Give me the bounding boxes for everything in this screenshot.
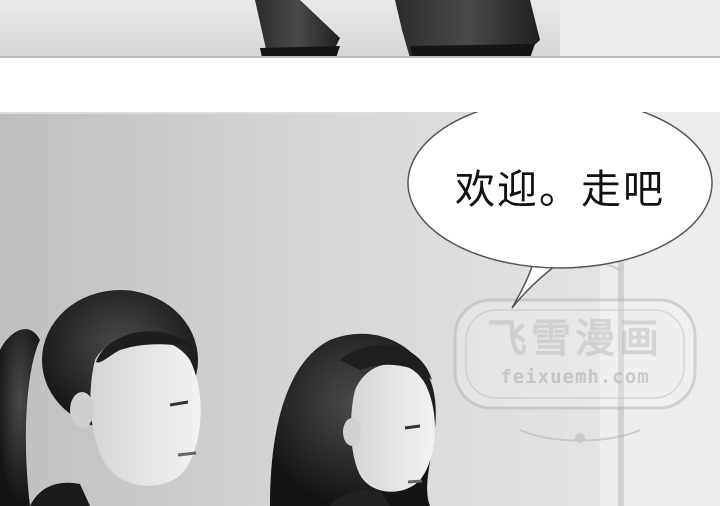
watermark-title: 飞雪漫画	[487, 316, 663, 362]
panel-border-top	[0, 112, 720, 114]
hair-front-right	[340, 344, 432, 380]
background-wall	[560, 0, 720, 58]
face-right	[350, 363, 435, 492]
ponytail	[0, 329, 40, 506]
collar-left	[30, 482, 90, 506]
main-panel-illustration	[0, 112, 720, 506]
ornament-bottom-dot	[575, 433, 585, 443]
collar-right	[330, 489, 390, 506]
ear-left	[70, 392, 94, 428]
speech-bubble-body	[407, 112, 713, 269]
ear-right	[343, 418, 361, 446]
left-leg	[255, 0, 340, 58]
eye-left	[169, 400, 189, 407]
mouth-right	[407, 479, 423, 484]
eye-right	[404, 424, 421, 430]
right-leg	[395, 0, 540, 58]
right-shoe	[410, 44, 535, 58]
hair-front-left	[96, 331, 195, 363]
woman-right	[270, 333, 436, 506]
speech-bubble-text: 欢迎。走吧	[455, 167, 665, 213]
watermark-url: feixuemh.com	[500, 366, 650, 388]
face-left	[90, 337, 201, 486]
legs-closeup-illustration	[0, 0, 720, 58]
woman-left	[0, 290, 201, 506]
watermark-frame-outer	[453, 298, 697, 410]
door-edge	[618, 112, 624, 506]
speech-bubble-tail	[511, 260, 563, 309]
panel-gutter	[0, 58, 720, 112]
main-panel: 欢迎。走吧 飞雪漫画 feixuemh.com	[0, 112, 720, 506]
top-panel	[0, 0, 720, 58]
speech-bubble	[407, 112, 713, 309]
left-shoe	[260, 46, 340, 58]
mouth-left	[177, 451, 197, 457]
panel-border-bottom	[0, 56, 720, 58]
watermark-frame-inner	[465, 309, 685, 399]
